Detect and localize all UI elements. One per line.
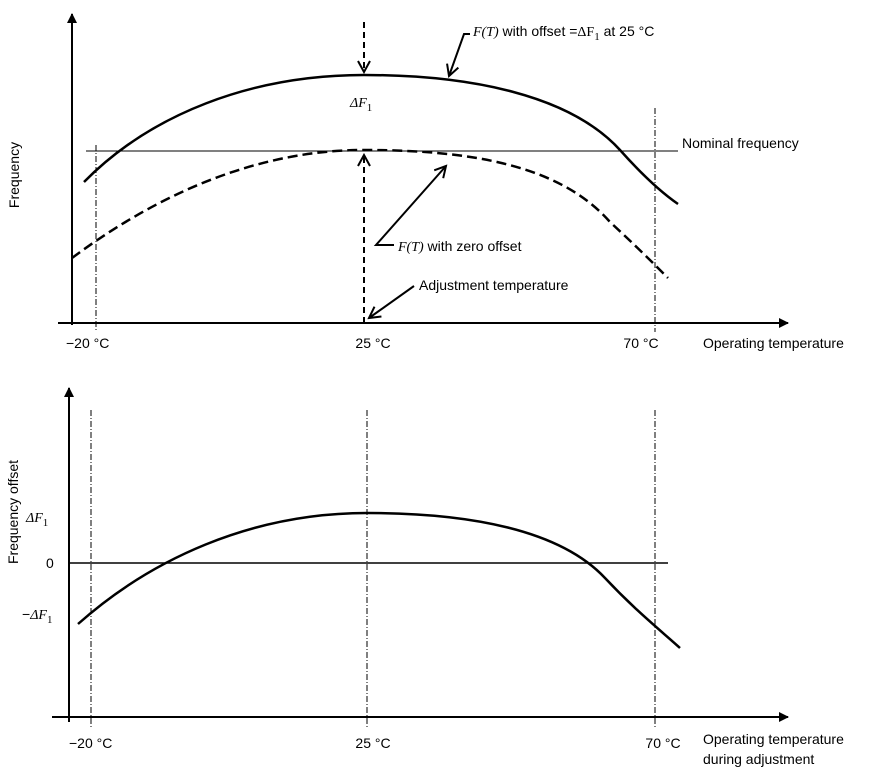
adjustment-pointer (369, 285, 415, 318)
y-tick-zero: 0 (46, 555, 54, 571)
offset-curve-pointer (449, 33, 470, 76)
top-tick-minus20: −20 °C (66, 335, 109, 351)
bottom-y-axis-label: Frequency offset (5, 460, 21, 564)
top-tick-25: 25 °C (355, 335, 390, 351)
adjustment-temperature-label: Adjustment temperature (419, 277, 569, 293)
bottom-tick-25: 25 °C (355, 735, 390, 751)
bottom-panel: Frequency offset ΔF1 0 −ΔF1 −20 °C 25 °C… (5, 387, 844, 767)
top-y-axis-label: Frequency (6, 142, 22, 208)
bottom-x-axis-label-line2: during adjustment (703, 751, 814, 767)
bottom-tick-minus20: −20 °C (69, 735, 112, 751)
zero-curve-pointer (373, 166, 446, 246)
delta-f1-label: ΔF1 (349, 96, 372, 114)
y-tick-minus-delta-f1: −ΔF1 (22, 606, 52, 626)
top-x-axis-label: Operating temperature (703, 335, 844, 351)
curve-with-offset (83, 73, 679, 206)
bottom-x-axis-label-line1: Operating temperature (703, 731, 844, 747)
bottom-tick-70: 70 °C (645, 735, 680, 751)
zero-curve-label: F(T) with zero offset (397, 238, 522, 255)
offset-vs-temperature-curve (77, 511, 681, 649)
offset-curve-label: F(T) with offset =ΔF1 at 25 °C (472, 23, 654, 43)
y-tick-delta-f1: ΔF1 (25, 511, 48, 529)
top-tick-70: 70 °C (623, 335, 658, 351)
curve-zero-offset (71, 148, 669, 279)
nominal-frequency-label: Nominal frequency (682, 135, 799, 151)
top-panel: Frequency Operating temperature −20 °C 2… (6, 13, 844, 351)
